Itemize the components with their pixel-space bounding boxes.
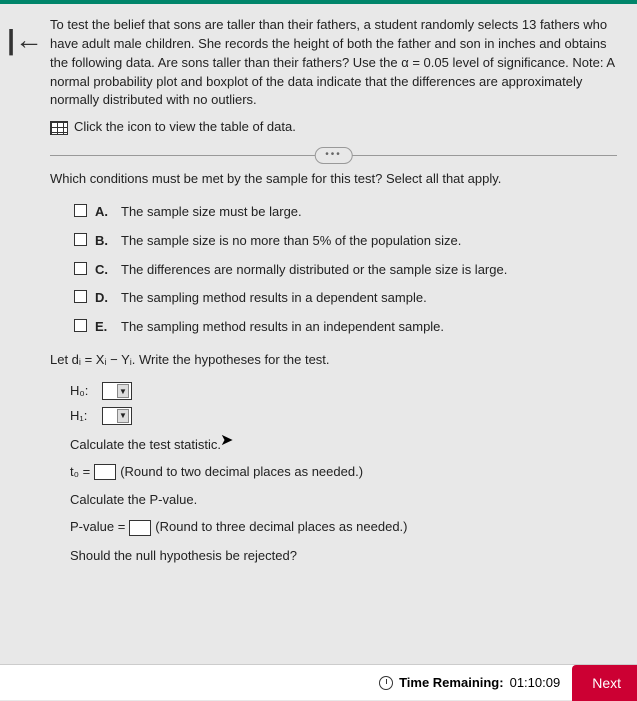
checkbox-e[interactable] xyxy=(74,319,87,332)
h0-row: H₀: ▼ xyxy=(70,382,617,401)
conditions-question: Which conditions must be met by the samp… xyxy=(50,170,617,189)
option-text: The sample size must be large. xyxy=(121,203,302,222)
t0-prefix: t₀ = xyxy=(70,463,90,482)
chevron-down-icon: ▼ xyxy=(117,384,129,398)
h1-label: H₁: xyxy=(70,407,96,426)
option-text: The sample size is no more than 5% of th… xyxy=(121,232,461,251)
back-arrow-icon: |← xyxy=(7,24,43,574)
option-row: A. The sample size must be large. xyxy=(74,203,617,222)
table-link-text: Click the icon to view the table of data… xyxy=(74,118,296,137)
checkbox-d[interactable] xyxy=(74,290,87,303)
checkbox-a[interactable] xyxy=(74,204,87,217)
t0-row: t₀ = (Round to two decimal places as nee… xyxy=(70,463,617,482)
table-data-link[interactable]: Click the icon to view the table of data… xyxy=(50,118,617,137)
option-text: The differences are normally distributed… xyxy=(121,261,507,280)
options-list: A. The sample size must be large. B. The… xyxy=(50,203,617,337)
option-text: The sampling method results in an indepe… xyxy=(121,318,444,337)
cursor-icon: ➤ xyxy=(220,430,233,450)
calc-stat-label: Calculate the test statistic. xyxy=(70,436,617,455)
t0-input[interactable] xyxy=(94,464,116,480)
clock-icon xyxy=(379,676,393,690)
pval-input[interactable] xyxy=(129,520,151,536)
next-button-label: Next xyxy=(592,675,621,691)
problem-statement: To test the belief that sons are taller … xyxy=(50,16,617,110)
option-row: E. The sampling method results in an ind… xyxy=(74,318,617,337)
main-container: |← To test the belief that sons are tall… xyxy=(0,4,637,574)
t0-suffix: (Round to two decimal places as needed.) xyxy=(120,463,363,482)
calc-pval-label: Calculate the P-value. xyxy=(70,491,617,510)
option-row: C. The differences are normally distribu… xyxy=(74,261,617,280)
option-letter: E. xyxy=(95,318,113,337)
h0-label: H₀: xyxy=(70,382,96,401)
footer-bar: Time Remaining: 01:10:09 Next xyxy=(0,664,637,700)
option-text: The sampling method results in a depende… xyxy=(121,289,427,308)
option-letter: A. xyxy=(95,203,113,222)
option-letter: C. xyxy=(95,261,113,280)
option-letter: B. xyxy=(95,232,113,251)
pval-prefix: P-value = xyxy=(70,518,125,537)
let-di-text: Let dᵢ = Xᵢ − Yᵢ. Write the hypotheses f… xyxy=(50,351,617,370)
reject-question: Should the null hypothesis be rejected? xyxy=(70,547,617,566)
checkbox-c[interactable] xyxy=(74,262,87,275)
timer: Time Remaining: 01:10:09 xyxy=(379,675,560,690)
checkbox-b[interactable] xyxy=(74,233,87,246)
expand-icon[interactable]: ••• xyxy=(314,147,353,164)
h0-dropdown[interactable]: ▼ xyxy=(102,382,132,400)
timer-label: Time Remaining: xyxy=(399,675,504,690)
option-row: D. The sampling method results in a depe… xyxy=(74,289,617,308)
divider-wrap: ••• xyxy=(50,155,617,156)
pval-row: P-value = (Round to three decimal places… xyxy=(70,518,617,537)
timer-value: 01:10:09 xyxy=(510,675,561,690)
h1-dropdown[interactable]: ▼ xyxy=(102,407,132,425)
next-button[interactable]: Next xyxy=(572,665,637,701)
option-letter: D. xyxy=(95,289,113,308)
option-row: B. The sample size is no more than 5% of… xyxy=(74,232,617,251)
pval-suffix: (Round to three decimal places as needed… xyxy=(155,518,407,537)
table-icon xyxy=(50,121,68,135)
back-button[interactable]: |← xyxy=(0,16,50,574)
content-area: To test the belief that sons are taller … xyxy=(50,16,637,574)
chevron-down-icon: ▼ xyxy=(117,409,129,423)
h1-row: H₁: ▼ xyxy=(70,407,617,426)
